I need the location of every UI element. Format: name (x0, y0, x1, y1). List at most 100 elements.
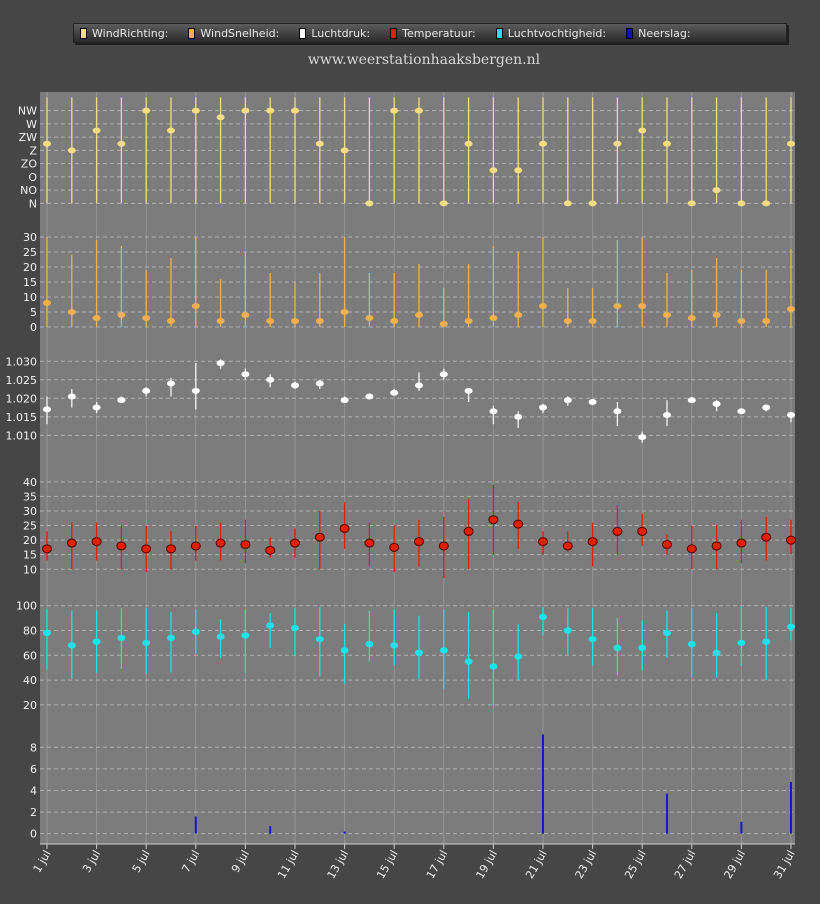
data-point (240, 539, 251, 549)
data-point (415, 107, 423, 114)
data-point (663, 629, 671, 637)
data-point (687, 200, 696, 207)
y-tick-label: 4 (30, 784, 37, 797)
data-point (662, 539, 672, 549)
x-tick-label: 11 jul (275, 848, 302, 881)
data-point (315, 635, 324, 643)
y-tick-label: 5 (30, 306, 37, 319)
y-tick-label: 40 (23, 476, 37, 489)
data-point (191, 628, 200, 635)
data-point (787, 140, 795, 147)
data-point (167, 380, 175, 387)
data-point (190, 541, 201, 551)
data-point (613, 408, 622, 415)
data-point (142, 639, 151, 647)
data-point (514, 413, 523, 420)
data-point (488, 515, 499, 525)
data-point (390, 318, 399, 324)
data-point (712, 187, 721, 194)
data-point (613, 644, 622, 652)
y-tick-label: 20 (23, 261, 37, 274)
site-title: www.weerstationhaaksbergen.nl (307, 52, 541, 68)
neerslag-bar (542, 734, 544, 834)
data-point (340, 309, 349, 315)
neerslag-bar (790, 781, 792, 834)
data-point (67, 147, 76, 154)
data-point (43, 629, 51, 637)
data-point (43, 406, 51, 413)
data-point (216, 114, 225, 121)
data-point (489, 408, 498, 415)
data-point (762, 638, 771, 645)
y-tick-label: 30 (23, 231, 37, 244)
data-point (314, 532, 325, 542)
y-tick-label: 1.015 (6, 411, 38, 424)
data-point (787, 623, 795, 630)
data-point (787, 306, 795, 312)
neerslag-bar (343, 831, 346, 834)
y-tick-label: 6 (30, 763, 37, 776)
y-tick-label: W (26, 118, 37, 131)
neerslag-bar (194, 816, 197, 834)
y-tick-label: 30 (23, 505, 37, 518)
legend-item: Temperatuur: (390, 27, 476, 40)
data-point (514, 653, 523, 660)
data-point (588, 318, 597, 324)
x-tick-label: 19 jul (473, 848, 500, 881)
data-point (215, 538, 226, 548)
data-point (415, 382, 423, 389)
data-point (216, 360, 225, 367)
data-point (563, 200, 572, 207)
data-point (464, 318, 473, 324)
data-point (712, 400, 721, 407)
data-point (167, 634, 175, 642)
data-point (439, 321, 448, 327)
y-tick-label: 15 (23, 549, 37, 562)
y-tick-label: 60 (23, 649, 37, 662)
data-point (588, 635, 597, 643)
y-tick-label: Z (29, 144, 37, 157)
legend-swatch (188, 27, 196, 39)
data-point (42, 544, 52, 554)
data-point (191, 107, 200, 114)
data-point (562, 541, 573, 551)
data-point (241, 632, 250, 639)
data-point (340, 397, 349, 404)
data-point (315, 380, 324, 387)
data-point (92, 315, 101, 321)
y-tick-label: ZW (19, 131, 38, 144)
neerslag-bar (269, 826, 272, 834)
data-point (588, 200, 597, 207)
data-point (340, 147, 349, 154)
y-tick-label: 10 (23, 563, 37, 576)
data-point (365, 640, 374, 648)
data-point (638, 303, 647, 309)
data-point (489, 663, 498, 670)
data-point (762, 200, 771, 207)
x-tick-label: 5 jul (130, 848, 153, 875)
data-point (637, 526, 648, 536)
y-tick-label: 40 (23, 674, 37, 687)
data-point (737, 200, 746, 207)
y-tick-label: O (28, 171, 37, 184)
y-tick-label: 0 (30, 828, 37, 841)
data-point (92, 638, 101, 645)
data-point (117, 312, 126, 318)
legend-swatch (626, 27, 634, 39)
y-tick-label: 1.020 (6, 392, 38, 405)
data-point (241, 371, 250, 378)
data-point (241, 312, 250, 318)
data-point (116, 541, 127, 551)
data-point (290, 538, 300, 548)
y-tick-label: 0 (30, 321, 37, 334)
data-point (364, 538, 375, 548)
data-point (390, 107, 399, 114)
data-point (67, 393, 76, 400)
y-tick-label: 80 (23, 625, 37, 638)
data-point (539, 404, 547, 411)
data-point (266, 318, 275, 324)
data-point (638, 127, 647, 134)
data-point (514, 312, 523, 318)
neerslag-bar (666, 793, 668, 834)
